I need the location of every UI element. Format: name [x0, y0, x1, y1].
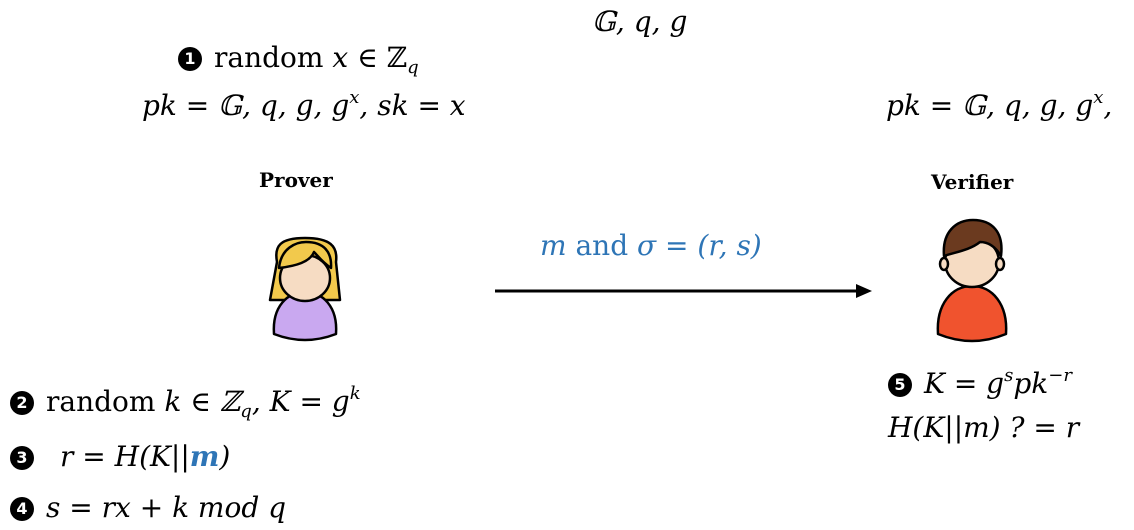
element-of-symbol: ∈ [357, 41, 378, 74]
message-label: m and σ = (r, s) [540, 232, 762, 260]
verifier-keys-exponent: x [1093, 87, 1104, 108]
set-subscript: q [407, 57, 419, 78]
verifier-step-5: 5 K = gspk−r [888, 367, 1072, 400]
step-1-badge: 1 [178, 47, 202, 71]
integer-set: ℤ [386, 41, 408, 74]
step-5-exponent-r: −r [1048, 365, 1072, 386]
message-arrow [495, 284, 872, 298]
verifier-label: Verifier [931, 170, 1014, 194]
random-word: random [214, 41, 324, 74]
prover-step-3: 3 r = H(K||m) [10, 443, 230, 471]
prover-keys-tail: , sk = x [359, 89, 466, 122]
step-5-pk: pk [1013, 367, 1049, 400]
prover-keys-text: pk = 𝔾, q, g, g [142, 89, 350, 122]
prover-step-2: 2 random k ∈ ℤq, K = gk [10, 385, 361, 421]
prover-step-4: 4 s = rx + k mod q [10, 494, 286, 522]
step-2-body: k ∈ ℤ [164, 385, 241, 418]
message-and: and [575, 229, 629, 262]
prover-avatar [268, 236, 342, 342]
step-4-body: s = rx + k mod q [46, 491, 287, 524]
step-2-exponent: k [349, 383, 361, 404]
message-m: m [540, 229, 567, 262]
prover-keypair: pk = 𝔾, q, g, gx, sk = x [142, 89, 466, 122]
step-2-badge: 2 [10, 391, 34, 415]
verifier-check: H(K||m) ? = r [888, 411, 1080, 444]
verifier-keys-tail: , [1103, 89, 1113, 122]
verifier-public-key: pk = 𝔾, q, g, gx, [886, 89, 1113, 122]
step-5-badge: 5 [888, 373, 912, 397]
step-4-badge: 4 [10, 497, 34, 521]
step-2-random: random [46, 385, 156, 418]
prover-label: Prover [259, 168, 333, 192]
step-3-body: r = H(K|| [60, 440, 190, 473]
step-3-tail: ) [219, 440, 231, 473]
step-2-tail: , K = g [251, 385, 350, 418]
verifier-avatar [936, 218, 1008, 343]
step-3-message: m [189, 440, 220, 473]
step-3-badge: 3 [10, 446, 34, 470]
message-signature: σ = (r, s) [637, 229, 762, 262]
step-5-body: K = g [924, 367, 1005, 400]
step-5-exponent-s: s [1004, 365, 1014, 386]
step-2-subscript: q [240, 401, 252, 422]
public-parameters: 𝔾, q, g [592, 5, 688, 38]
secret-var: x [332, 41, 349, 74]
prover-keys-exponent: x [349, 87, 360, 108]
prover-setup-line: 1 random x ∈ ℤq [178, 41, 419, 77]
verifier-keys-text: pk = 𝔾, q, g, g [886, 89, 1094, 122]
